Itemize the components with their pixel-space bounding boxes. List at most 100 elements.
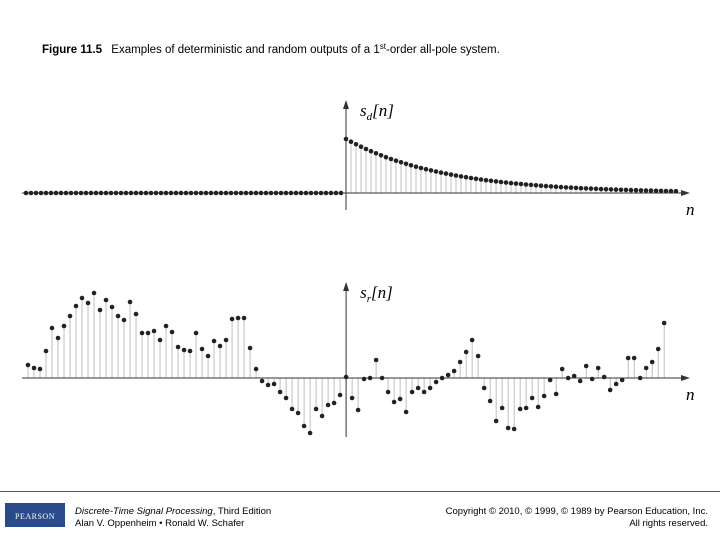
point — [263, 190, 269, 196]
point — [283, 395, 289, 401]
point — [451, 368, 457, 374]
point — [433, 169, 439, 174]
logo: PEARSON — [15, 512, 55, 521]
point — [453, 173, 459, 178]
caption-sup: st — [380, 42, 387, 51]
point — [535, 404, 541, 410]
figure-number: Figure 11.5 — [42, 44, 103, 56]
point — [91, 290, 97, 296]
point — [403, 409, 409, 415]
point — [28, 190, 34, 196]
point — [663, 188, 669, 194]
point — [253, 190, 259, 196]
point — [603, 187, 609, 192]
point — [363, 146, 369, 152]
point — [625, 355, 631, 361]
point — [631, 355, 637, 361]
point — [49, 325, 55, 331]
point — [427, 385, 433, 391]
point — [203, 190, 209, 196]
point — [558, 184, 564, 190]
point — [271, 381, 277, 387]
point — [649, 359, 655, 365]
point — [108, 190, 114, 196]
point — [613, 187, 619, 192]
point — [145, 330, 151, 336]
point — [373, 357, 379, 363]
point — [548, 184, 554, 189]
point — [175, 344, 181, 350]
point — [438, 170, 444, 175]
point — [208, 190, 214, 196]
point — [623, 187, 629, 193]
point — [541, 393, 547, 399]
point — [553, 391, 559, 397]
point — [143, 190, 149, 196]
point — [349, 395, 355, 401]
point — [637, 375, 643, 381]
point — [153, 190, 159, 196]
point — [468, 175, 474, 181]
point — [178, 190, 184, 196]
point — [48, 190, 54, 196]
x-axis-arrow — [681, 190, 690, 196]
point — [228, 190, 234, 196]
point — [193, 190, 199, 196]
point — [577, 378, 583, 384]
point — [68, 190, 74, 196]
y-label-rest: [n] — [372, 101, 394, 120]
point — [388, 156, 394, 162]
point — [248, 190, 254, 196]
point — [573, 185, 579, 191]
point — [488, 178, 494, 184]
point — [211, 338, 217, 344]
point — [277, 389, 283, 395]
point — [187, 348, 193, 354]
point — [273, 190, 279, 196]
y-label-sub: r — [367, 293, 372, 305]
point — [487, 398, 493, 404]
point — [217, 343, 223, 349]
point — [528, 182, 534, 188]
point — [241, 315, 247, 321]
point — [409, 389, 415, 395]
point — [643, 188, 649, 193]
point — [588, 186, 594, 191]
point — [361, 376, 367, 382]
point — [661, 320, 667, 326]
point — [648, 188, 654, 193]
point — [493, 418, 499, 424]
point — [265, 382, 271, 388]
point — [298, 190, 304, 196]
point — [385, 389, 391, 395]
point — [613, 381, 619, 387]
point — [73, 190, 79, 196]
point — [593, 186, 599, 192]
point — [403, 161, 409, 167]
point — [503, 180, 509, 185]
point — [547, 377, 553, 383]
point — [583, 186, 589, 191]
point — [138, 190, 144, 196]
point — [598, 186, 604, 192]
point — [31, 365, 37, 371]
point — [348, 139, 354, 144]
point — [518, 181, 524, 187]
point — [638, 188, 644, 193]
point — [343, 136, 349, 142]
point — [278, 190, 284, 196]
point — [658, 188, 664, 194]
point — [139, 330, 145, 336]
point — [38, 190, 44, 196]
point — [148, 190, 154, 196]
point — [37, 366, 43, 372]
point — [169, 329, 175, 335]
point — [529, 395, 535, 401]
point — [553, 184, 559, 189]
book-title: Discrete-Time Signal Processing — [75, 506, 213, 517]
point — [379, 375, 385, 381]
point — [157, 337, 163, 343]
point — [393, 158, 399, 163]
point — [338, 190, 344, 196]
point — [258, 190, 264, 196]
